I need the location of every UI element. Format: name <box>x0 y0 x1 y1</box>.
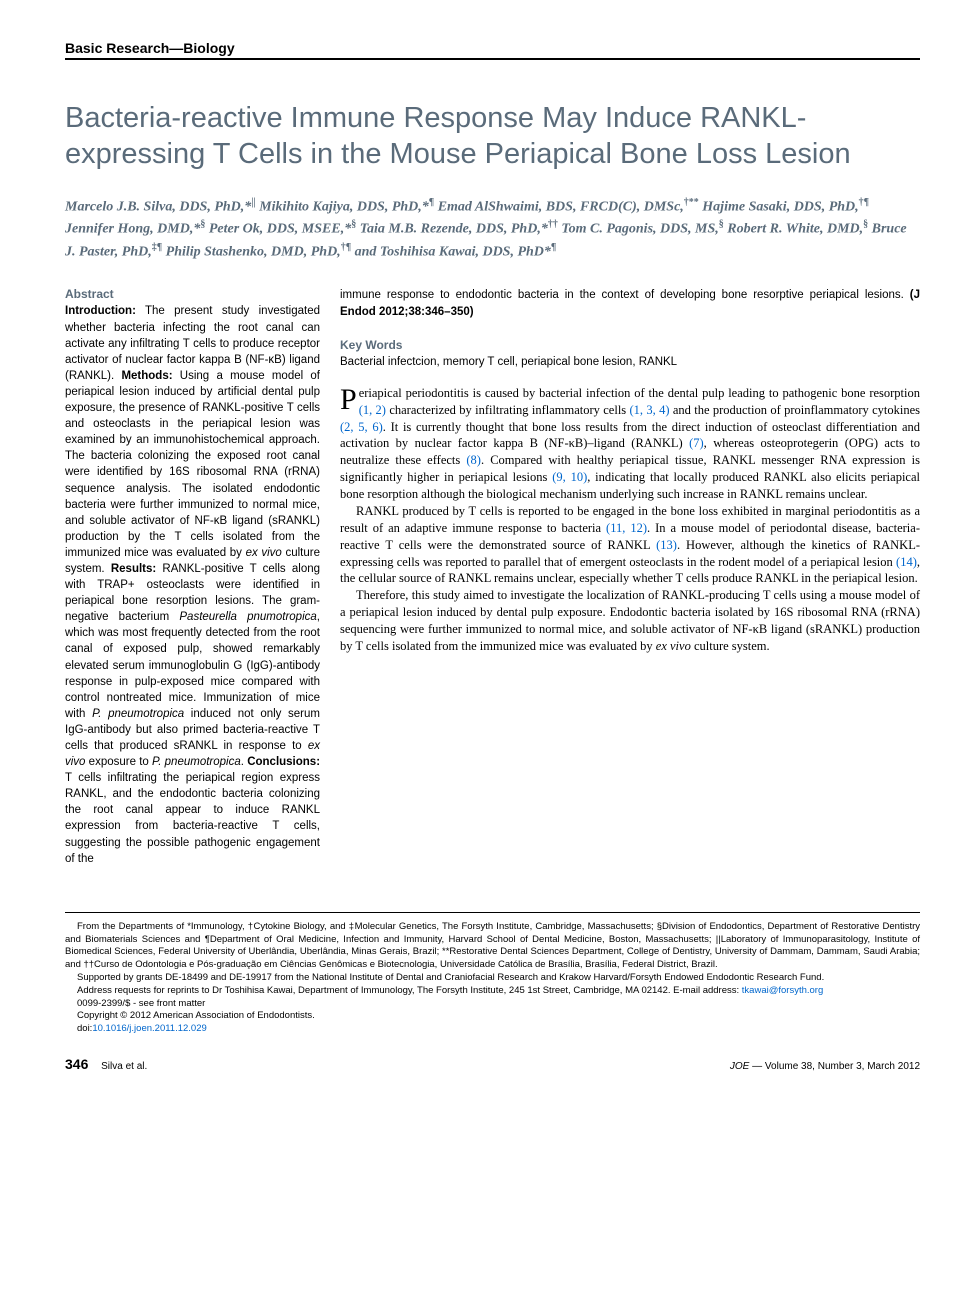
paragraph-3: Therefore, this study aimed to investiga… <box>340 587 920 655</box>
keywords-text: Bacterial infectcion, memory T cell, per… <box>340 354 920 370</box>
abstract-heading: Abstract <box>65 287 320 301</box>
author-list: Marcelo J.B. Silva, DDS, PhD,*|| Mikihit… <box>65 195 920 263</box>
copyright: Copyright © 2012 American Association of… <box>65 1010 920 1023</box>
affiliations: From the Departments of *Immunology, †Cy… <box>65 921 920 972</box>
running-author: Silva et al. <box>101 1061 147 1072</box>
left-column: Abstract Introduction: The present study… <box>65 287 320 866</box>
article-title: Bacteria-reactive Immune Response May In… <box>65 100 920 173</box>
issn: 0099-2399/$ - see front matter <box>65 998 920 1011</box>
doi: doi:10.1016/j.joen.2011.12.029 <box>65 1023 920 1036</box>
abstract-body: Introduction: The present study investig… <box>65 303 320 866</box>
correspondence-text: Address requests for reprints to Dr Tosh… <box>77 985 742 996</box>
footer-right: JOE — Volume 38, Number 3, March 2012 <box>730 1061 920 1072</box>
page-number: 346 <box>65 1056 88 1072</box>
abstract-tail-text: immune response to endodontic bacteria i… <box>340 289 910 301</box>
issue-info: — Volume 38, Number 3, March 2012 <box>749 1061 920 1072</box>
doi-link[interactable]: 10.1016/j.joen.2011.12.029 <box>92 1023 206 1034</box>
paragraph-1: Periapical periodontitis is caused by ba… <box>340 385 920 503</box>
paragraph-2: RANKL produced by T cells is reported to… <box>340 503 920 587</box>
journal-abbrev: JOE <box>730 1061 749 1072</box>
affiliation-footer: From the Departments of *Immunology, †Cy… <box>65 912 920 1036</box>
abstract-continuation: immune response to endodontic bacteria i… <box>340 287 920 319</box>
right-column: immune response to endodontic bacteria i… <box>340 287 920 866</box>
footer-left: 346 Silva et al. <box>65 1056 147 1072</box>
correspondence: Address requests for reprints to Dr Tosh… <box>65 985 920 998</box>
body-text: Periapical periodontitis is caused by ba… <box>340 385 920 655</box>
section-header: Basic Research—Biology <box>65 40 920 60</box>
dropcap: P <box>340 385 359 413</box>
funding: Supported by grants DE-18499 and DE-1991… <box>65 972 920 985</box>
two-column-layout: Abstract Introduction: The present study… <box>65 287 920 866</box>
page-footer: 346 Silva et al. JOE — Volume 38, Number… <box>65 1056 920 1072</box>
email-link[interactable]: tkawai@forsyth.org <box>742 985 823 996</box>
doi-label: doi: <box>77 1023 92 1034</box>
keywords-heading: Key Words <box>340 338 920 352</box>
